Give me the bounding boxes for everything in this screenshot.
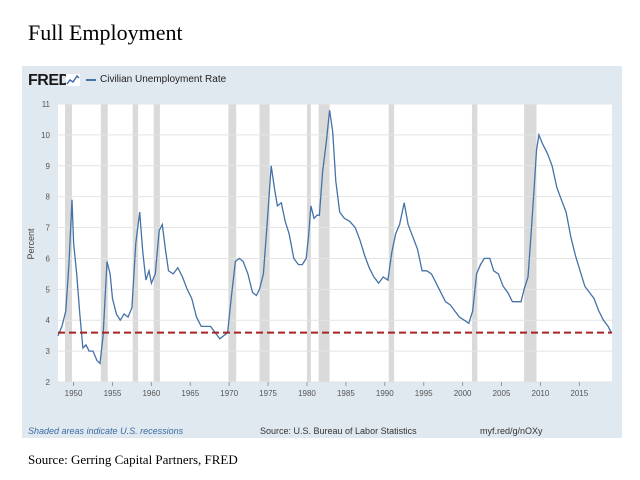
source-caption: Source: Gerring Capital Partners, FRED [28, 452, 238, 467]
y-axis-ticks: 2 3 4 5 6 7 8 9 10 11 [41, 100, 50, 387]
plot-background [58, 104, 612, 382]
recession-band [100, 104, 108, 382]
recession-note: Shaded areas indicate U.S. recessions [28, 426, 184, 436]
gridlines [58, 103, 612, 383]
legend-swatch [86, 78, 96, 81]
recession-band [65, 104, 73, 382]
y-tick-label: 10 [41, 131, 50, 140]
y-tick-label: 7 [46, 224, 51, 233]
x-tick-label: 1985 [337, 389, 355, 398]
y-tick-label: 3 [46, 347, 51, 356]
recession-band [388, 104, 395, 382]
short-url[interactable]: myf.red/g/nOXy [480, 426, 543, 436]
x-tick-label: 1980 [298, 389, 316, 398]
x-tick-label: 1970 [220, 389, 238, 398]
y-tick-label: 4 [46, 316, 51, 325]
x-tick-label: 2000 [454, 389, 472, 398]
x-tick-label: 1965 [181, 389, 199, 398]
recession-band [471, 104, 478, 382]
x-tick-label: 1990 [376, 389, 394, 398]
y-axis-label: Percent [26, 228, 36, 260]
data-source-note: Source: U.S. Bureau of Labor Statistics [260, 426, 417, 436]
x-tick-label: 2010 [532, 389, 550, 398]
y-tick-label: 6 [46, 254, 51, 263]
x-tick-label: 1975 [259, 389, 277, 398]
y-tick-label: 9 [46, 162, 51, 171]
fred-logo: FRED [28, 72, 70, 89]
legend: Civilian Unemployment Rate [86, 74, 226, 85]
unemployment-chart: 2 3 4 5 6 7 8 9 10 11 1950 1955 1960 1965 1970 1975 198… [26, 100, 612, 398]
y-tick-label: 8 [46, 193, 51, 202]
y-tick-label: 2 [46, 378, 51, 387]
recession-band [318, 104, 330, 382]
fred-chart-mark-icon [66, 74, 80, 86]
x-axis-ticks: 1950 1955 1960 1965 1970 1975 1980 1985 1990 1995… [65, 382, 589, 398]
recession-band [306, 104, 311, 382]
x-tick-label: 1995 [415, 389, 433, 398]
unemployment-series-line [57, 110, 612, 365]
legend-series-label: Civilian Unemployment Rate [100, 74, 227, 85]
page-title: Full Employment [28, 20, 183, 45]
x-tick-label: 1960 [142, 389, 160, 398]
recession-band [153, 104, 160, 382]
x-tick-label: 1955 [104, 389, 122, 398]
y-tick-label: 11 [42, 100, 51, 109]
recession-band [228, 104, 237, 382]
x-tick-label: 1950 [65, 389, 83, 398]
x-tick-label: 2005 [493, 389, 511, 398]
recession-band [259, 104, 270, 382]
fred-graph-frame: 2 3 4 5 6 7 8 9 10 11 1950 1955 1960 1965 1970 1975 198… [22, 66, 622, 438]
x-tick-label: 2015 [570, 389, 588, 398]
y-tick-label: 5 [46, 285, 51, 294]
